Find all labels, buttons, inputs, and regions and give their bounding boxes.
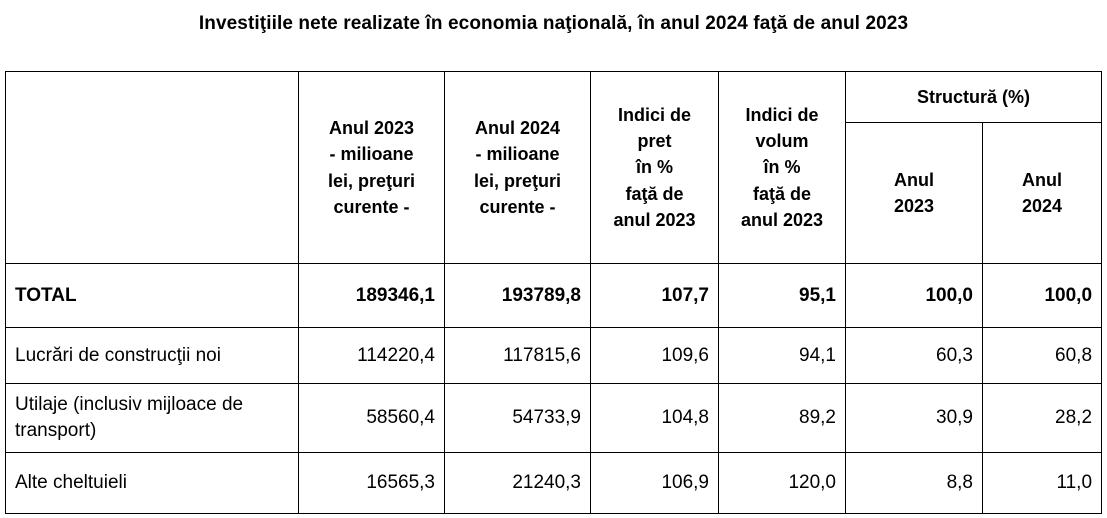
value-indici-volum: 120,0 [718, 452, 846, 514]
value-anul2024-mil: 117815,6 [444, 327, 591, 384]
value-structura-2024: 60,8 [981, 327, 1103, 384]
value-structura-2023: 100,0 [845, 263, 983, 328]
table-row-total: TOTAL 189346,1 193789,8 107,7 95,1 100,0… [5, 263, 1103, 328]
value-anul2024-mil: 54733,9 [444, 383, 591, 453]
value-indici-volum: 94,1 [718, 327, 846, 384]
value-structura-2023: 30,9 [845, 383, 983, 453]
value-structura-2023: 8,8 [845, 452, 983, 514]
row-label: TOTAL [5, 263, 299, 328]
table-row-lucrari-constructii: Lucrări de construcţii noi 114220,4 1178… [5, 327, 1103, 384]
value-indici-pret: 107,7 [590, 263, 719, 328]
header-price-index: Indici de pret în % faţă de anul 2023 [590, 71, 719, 264]
value-indici-pret: 109,6 [590, 327, 719, 384]
value-anul2023-mil: 58560,4 [298, 383, 445, 453]
table-header: Anul 2023 - milioane lei, preţuri curent… [5, 71, 1103, 264]
value-anul2024-mil: 21240,3 [444, 452, 591, 514]
value-indici-volum: 95,1 [718, 263, 846, 328]
value-structura-2024: 11,0 [981, 452, 1103, 514]
investments-table: Anul 2023 - milioane lei, preţuri curent… [5, 71, 1103, 514]
value-anul2023-mil: 189346,1 [298, 263, 445, 328]
value-indici-pret: 106,9 [590, 452, 719, 514]
header-structure-2023: Anul 2023 [845, 122, 983, 264]
value-anul2023-mil: 114220,4 [298, 327, 445, 384]
value-structura-2024: 100,0 [981, 263, 1103, 328]
header-year2023-millions: Anul 2023 - milioane lei, preţuri curent… [298, 71, 445, 264]
table-row-alte-cheltuieli: Alte cheltuieli 16565,3 21240,3 106,9 12… [5, 452, 1103, 514]
value-indici-volum: 89,2 [718, 383, 846, 453]
table-body: TOTAL 189346,1 193789,8 107,7 95,1 100,0… [5, 263, 1103, 514]
header-structure-group: Structură (%) [844, 71, 1103, 123]
value-structura-2024: 28,2 [981, 383, 1103, 453]
value-structura-2023: 60,3 [845, 327, 983, 384]
header-volume-index: Indici de volum în % faţă de anul 2023 [718, 71, 846, 264]
value-indici-pret: 104,8 [590, 383, 719, 453]
value-anul2023-mil: 16565,3 [298, 452, 445, 514]
table-row-utilaje: Utilaje (inclusiv mijloace de transport)… [5, 383, 1103, 453]
row-label: Utilaje (inclusiv mijloace de transport) [5, 383, 299, 453]
row-label: Lucrări de construcţii noi [5, 327, 299, 384]
row-label: Alte cheltuieli [5, 452, 299, 514]
header-row-label [5, 71, 299, 264]
value-anul2024-mil: 193789,8 [444, 263, 591, 328]
header-year2024-millions: Anul 2024 - milioane lei, preţuri curent… [444, 71, 591, 264]
header-structure-2024: Anul 2024 [981, 122, 1103, 264]
page-title: Investiţiile nete realizate în economia … [198, 13, 909, 34]
